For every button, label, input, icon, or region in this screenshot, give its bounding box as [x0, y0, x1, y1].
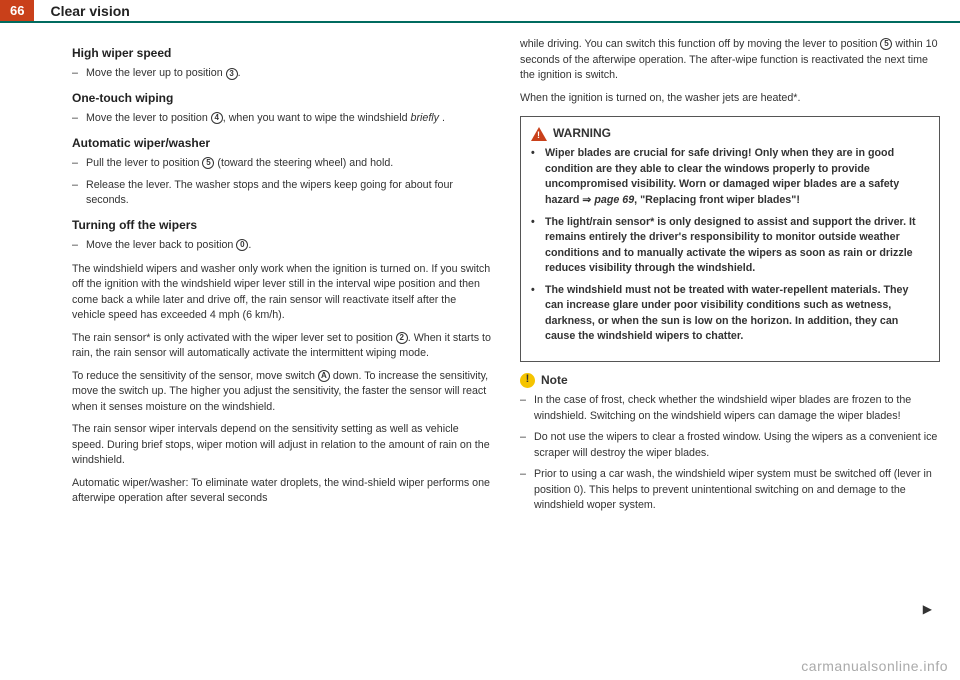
warning-item: The windshield must not be treated with … — [531, 283, 929, 345]
note-label: Note — [541, 372, 568, 389]
note-title: ! Note — [520, 372, 940, 389]
note-item: Prior to using a car wash, the windshiel… — [520, 467, 940, 514]
continue-arrow-icon: ▶ — [923, 602, 932, 616]
warning-item: Wiper blades are crucial for safe drivin… — [531, 146, 929, 208]
body-text: To reduce the sensitivity of the sensor,… — [72, 369, 492, 416]
right-column: while driving. You can switch this funct… — [520, 37, 940, 522]
body-text: When the ignition is turned on, the wash… — [520, 91, 940, 107]
body-text: The rain sensor* is only activated with … — [72, 331, 492, 362]
body-text: Automatic wiper/washer: To eliminate wat… — [72, 476, 492, 507]
note-item: In the case of frost, check whether the … — [520, 393, 940, 424]
section-title: Clear vision — [50, 3, 129, 19]
warning-title: WARNING — [531, 125, 929, 142]
heading-turn-off: Turning off the wipers — [72, 217, 492, 234]
position-0-icon: 0 — [236, 239, 248, 251]
position-3-icon: 3 — [226, 68, 238, 80]
switch-a-icon: A — [318, 370, 330, 382]
watermark: carmanualsonline.info — [801, 658, 948, 674]
list-item: Move the lever back to position 0. — [72, 238, 492, 254]
warning-box: WARNING Wiper blades are crucial for saf… — [520, 116, 940, 362]
warning-triangle-icon — [531, 127, 547, 141]
list-item: Pull the lever to position 5 (toward the… — [72, 156, 492, 172]
heading-high-wiper: High wiper speed — [72, 45, 492, 62]
heading-one-touch: One-touch wiping — [72, 90, 492, 107]
position-5-icon: 5 — [880, 38, 892, 50]
body-text: The windshield wipers and washer only wo… — [72, 262, 492, 324]
page-number: 66 — [0, 0, 34, 21]
position-4-icon: 4 — [211, 112, 223, 124]
warning-item: The light/rain sensor* is only designed … — [531, 215, 929, 277]
note-item: Do not use the wipers to clear a frosted… — [520, 430, 940, 461]
list-item: Release the lever. The washer stops and … — [72, 178, 492, 209]
position-2-icon: 2 — [396, 332, 408, 344]
heading-auto-wiper: Automatic wiper/washer — [72, 135, 492, 152]
body-text: The rain sensor wiper intervals depend o… — [72, 422, 492, 469]
left-column: High wiper speed Move the lever up to po… — [72, 37, 492, 522]
position-5-icon: 5 — [202, 157, 214, 169]
list-item: Move the lever to position 4, when you w… — [72, 111, 492, 127]
list-item: Move the lever up to position 3. — [72, 66, 492, 82]
body-text: while driving. You can switch this funct… — [520, 37, 940, 84]
warning-label: WARNING — [553, 125, 611, 142]
page-header: 66 Clear vision — [0, 0, 960, 23]
content-columns: High wiper speed Move the lever up to po… — [0, 37, 960, 522]
note-circle-icon: ! — [520, 373, 535, 388]
